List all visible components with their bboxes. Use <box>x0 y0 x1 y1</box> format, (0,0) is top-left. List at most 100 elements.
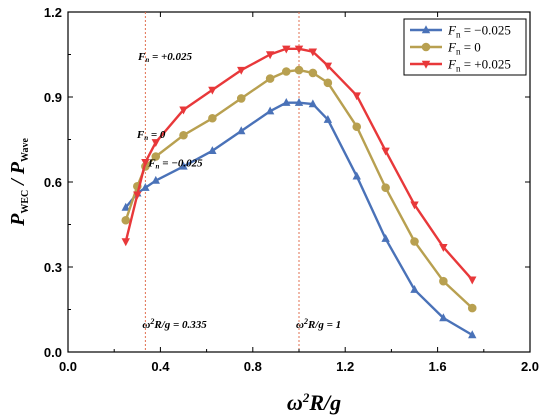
ylabel-sub: WEC <box>20 190 31 214</box>
data-point <box>237 66 246 75</box>
label-sup: 2 <box>149 317 154 326</box>
x-tick-label: 0.0 <box>59 359 77 374</box>
x-axis: 0.0 0.4 0.8 1.2 1.6 2.0 <box>59 12 539 374</box>
x-tick-label: 1.6 <box>429 359 447 374</box>
data-point <box>381 183 390 192</box>
data-point <box>308 48 318 57</box>
data-point <box>352 92 361 101</box>
data-point <box>121 202 130 211</box>
ylabel-sub: Wave <box>20 138 31 162</box>
data-point <box>179 161 188 170</box>
label-val: = −0.025 <box>159 157 203 169</box>
legend-val: = −0.025 <box>460 23 510 38</box>
legend-entry: Fn = 0 <box>410 40 481 57</box>
data-point <box>208 86 217 95</box>
legend-sub: n <box>456 47 461 57</box>
y-tick-label: 0.9 <box>44 90 62 105</box>
label-sub: n <box>156 162 160 170</box>
legend-sub: n <box>456 30 461 40</box>
data-point <box>282 97 291 106</box>
label-val: = +0.025 <box>149 51 192 63</box>
legend-val: = +0.025 <box>460 57 510 72</box>
data-point <box>208 113 217 123</box>
y-tick-label: 0.0 <box>44 345 62 360</box>
series-annotation: Fn = 0 <box>136 129 166 142</box>
data-point <box>294 65 304 75</box>
data-point <box>179 106 188 115</box>
legend-label: Fn = −0.025 <box>447 23 511 40</box>
legend-var: F <box>447 23 457 38</box>
data-point <box>265 51 275 60</box>
label-sub: n <box>145 56 149 64</box>
data-point <box>282 45 291 54</box>
data-point <box>179 130 188 140</box>
data-point <box>265 106 275 115</box>
series-group <box>121 45 477 339</box>
data-point <box>352 171 361 180</box>
data-point <box>439 243 448 252</box>
ylabel-part: P <box>7 213 29 227</box>
series <box>121 45 477 285</box>
series-annotation: Fn = +0.025 <box>137 51 193 64</box>
data-point <box>410 284 419 293</box>
data-point <box>308 68 318 78</box>
y-tick-label: 1.2 <box>44 5 62 20</box>
reference-line-label: ω2R/g = 0.335 <box>142 317 207 331</box>
ylabel-part: / P <box>7 161 29 190</box>
data-point <box>141 182 150 191</box>
data-point <box>151 139 160 148</box>
y-tick-label: 0.6 <box>44 175 62 190</box>
data-point <box>323 114 333 123</box>
data-point <box>281 67 291 76</box>
data-point <box>352 122 362 132</box>
data-point <box>265 74 275 83</box>
x-tick-label: 2.0 <box>521 359 539 374</box>
data-point <box>294 97 304 106</box>
data-point <box>133 191 142 200</box>
legend-sub: n <box>456 64 461 74</box>
legend-entry: Fn = +0.025 <box>410 57 511 74</box>
y-tick-label: 0.3 <box>44 260 62 275</box>
data-point <box>141 158 150 167</box>
data-point <box>421 25 431 34</box>
legend-var: F <box>447 40 457 55</box>
legend-val: = 0 <box>460 40 480 55</box>
data-point <box>308 99 318 108</box>
label-part: R/g = 1 <box>307 319 341 331</box>
data-point <box>236 94 246 103</box>
data-point <box>294 45 304 54</box>
data-point <box>439 276 448 286</box>
label-sup: 2 <box>303 317 308 326</box>
data-point <box>421 60 431 69</box>
legend-entry: Fn = −0.025 <box>410 23 511 40</box>
label-val: = 0 <box>148 129 166 141</box>
data-point <box>467 303 477 313</box>
data-point <box>410 237 419 246</box>
label-var: F <box>136 129 145 141</box>
y-axis-title: PWEC / PWave <box>7 138 31 227</box>
data-point <box>151 175 160 184</box>
data-point <box>208 146 217 155</box>
data-point <box>381 233 390 242</box>
label-part: ω <box>142 319 150 331</box>
label-part: ω <box>296 319 304 331</box>
x-axis-title: ω2R/g <box>287 390 341 415</box>
series <box>121 97 477 339</box>
data-point <box>121 238 130 247</box>
data-point <box>381 147 390 156</box>
label-sub: n <box>144 134 148 142</box>
reference-line-label: ω2R/g = 1 <box>296 317 341 331</box>
data-point <box>439 313 448 322</box>
legend-var: F <box>447 57 457 72</box>
ylabel-text: PWEC / PWave <box>7 138 31 227</box>
data-point <box>421 42 431 52</box>
series <box>121 65 477 313</box>
data-point <box>468 330 477 339</box>
data-point <box>410 201 419 210</box>
x-tick-label: 0.4 <box>151 359 170 374</box>
data-point <box>323 62 333 71</box>
series-annotation: Fn = −0.025 <box>147 157 203 170</box>
